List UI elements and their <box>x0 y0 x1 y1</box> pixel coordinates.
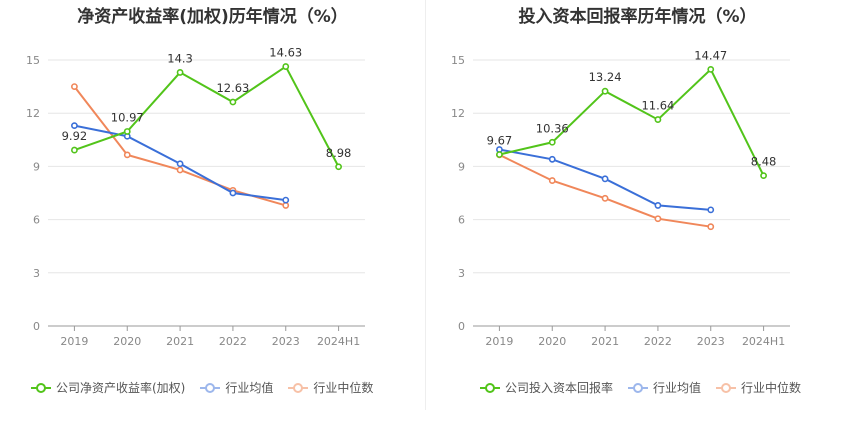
data-point <box>601 194 609 202</box>
chart-legend: 公司净资产收益率(加权) 行业均值 行业中位数 <box>30 379 387 396</box>
data-point <box>71 146 78 154</box>
roic-line-chart: 0 3 6 9 12 15 2019 2020 2021 2022 2023 2024H1 9.67 10… <box>451 48 790 348</box>
legend-item-company[interactable]: 公司投入资本回报率 <box>479 379 613 396</box>
data-label: 8.48 <box>751 155 777 169</box>
y-tick-label: 6 <box>33 214 40 227</box>
y-tick-label: 6 <box>458 214 465 227</box>
y-tick-label: 15 <box>26 54 40 67</box>
x-tick-label: 2020 <box>113 335 141 348</box>
data-label: 8.98 <box>326 146 352 160</box>
legend-label: 行业均值 <box>225 381 274 395</box>
data-label: 14.47 <box>694 48 727 62</box>
legend-line-icon <box>288 382 309 393</box>
data-label: 11.64 <box>641 99 674 113</box>
x-tick-label: 2020 <box>538 335 566 348</box>
x-tick-label: 2021 <box>166 335 194 348</box>
legend-line-icon <box>200 382 221 393</box>
x-tick-label: 2019 <box>60 335 88 348</box>
data-point <box>229 98 237 106</box>
data-point <box>229 189 237 197</box>
data-label: 13.24 <box>589 70 622 84</box>
data-point <box>176 69 184 76</box>
x-tick-label: 2022 <box>644 335 672 348</box>
data-label: 14.3 <box>167 51 193 65</box>
chart-title: 净资产收益率(加权)历年情况（%） <box>77 7 348 27</box>
legend-item-industry-median[interactable]: 行业中位数 <box>287 379 373 396</box>
legend-label: 行业中位数 <box>313 381 374 395</box>
series-line <box>498 153 711 228</box>
data-point <box>123 128 131 135</box>
y-tick-label: 9 <box>33 160 40 173</box>
x-tick-label: 2023 <box>272 335 300 348</box>
chart-legend: 公司投入资本回报率 行业均值 行业中位数 <box>479 379 815 396</box>
data-point <box>654 215 662 223</box>
legend-item-company[interactable]: 公司净资产收益率(加权) <box>30 379 185 396</box>
legend-item-industry-median[interactable]: 行业中位数 <box>715 379 801 396</box>
data-point <box>176 166 184 174</box>
legend-line-icon <box>716 382 737 393</box>
legend-label: 行业均值 <box>653 381 702 395</box>
data-point <box>71 122 78 130</box>
x-tick-label: 2024H1 <box>317 335 360 348</box>
legend-label: 公司净资产收益率(加权) <box>56 381 186 395</box>
y-tick-label: 3 <box>33 267 40 280</box>
data-label: 10.36 <box>536 121 569 135</box>
series-line <box>73 85 287 207</box>
legend-line-icon <box>31 382 51 393</box>
data-label: 9.92 <box>62 129 88 143</box>
y-tick-label: 0 <box>33 320 40 333</box>
x-tick-label: 2023 <box>697 335 725 348</box>
legend-item-industry-mean[interactable]: 行业均值 <box>199 379 273 396</box>
data-point <box>282 202 290 209</box>
data-point <box>335 163 342 171</box>
data-point <box>601 87 609 95</box>
data-point <box>707 206 715 214</box>
y-tick-label: 15 <box>451 54 465 67</box>
data-point <box>282 196 290 204</box>
x-tick-label: 2021 <box>591 335 619 348</box>
data-point <box>548 155 556 163</box>
data-point <box>707 65 715 73</box>
legend-line-icon <box>480 382 500 393</box>
y-tick-label: 12 <box>451 107 465 120</box>
data-point <box>71 83 78 90</box>
data-label: 12.63 <box>216 81 249 95</box>
series-line <box>74 65 340 168</box>
chart-title: 投入资本回报率历年情况（%） <box>518 7 757 27</box>
y-tick-label: 0 <box>458 320 465 333</box>
data-label: 10.97 <box>111 110 144 124</box>
chart-panel-roe: 净资产收益率(加权)历年情况（%） 0 3 6 9 12 15 2019 2020 2021 20… <box>26 7 387 396</box>
y-tick-label: 3 <box>458 267 465 280</box>
data-point <box>496 151 503 158</box>
data-point <box>548 138 556 146</box>
roe-line-chart: 0 3 6 9 12 15 2019 2020 2021 2022 2023 2024H1 9.92 10… <box>26 46 365 348</box>
legend-label: 公司投入资本回报率 <box>505 381 614 395</box>
y-tick-label: 9 <box>458 160 465 173</box>
data-point <box>707 223 715 231</box>
series-line <box>499 67 765 177</box>
data-point <box>760 172 767 180</box>
data-label: 9.67 <box>487 134 513 148</box>
panel-divider <box>425 0 426 410</box>
legend-item-industry-mean[interactable]: 行业均值 <box>627 379 701 396</box>
data-point <box>548 177 556 184</box>
data-label: 14.63 <box>269 46 302 60</box>
data-point <box>123 151 131 159</box>
data-point <box>176 160 184 168</box>
data-point <box>654 202 662 209</box>
legend-label: 行业中位数 <box>741 381 802 395</box>
x-tick-label: 2022 <box>219 335 247 348</box>
x-tick-label: 2019 <box>485 335 513 348</box>
chart-panel-roic: 投入资本回报率历年情况（%） 0 3 6 9 12 15 2019 2020 2021 2022 2… <box>425 0 850 437</box>
data-point <box>654 116 662 123</box>
data-point <box>601 175 609 183</box>
x-tick-label: 2024H1 <box>742 335 785 348</box>
data-point <box>282 63 290 70</box>
y-tick-label: 12 <box>26 107 40 120</box>
legend-line-icon <box>628 382 649 393</box>
